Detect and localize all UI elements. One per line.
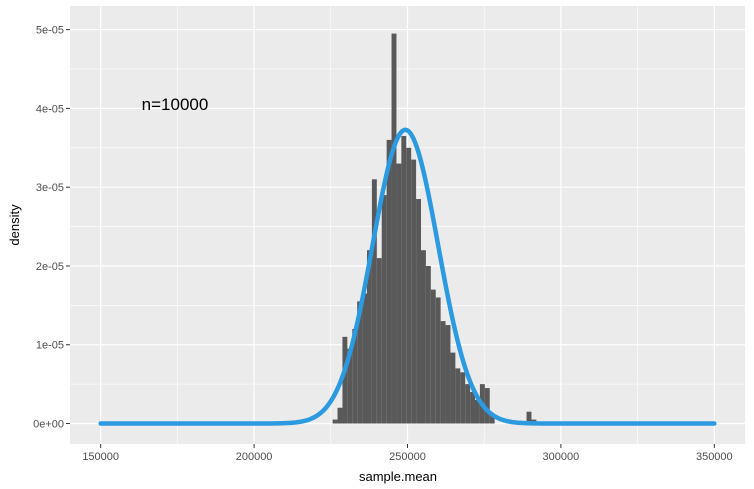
histogram-bar bbox=[401, 135, 407, 424]
histogram-bar bbox=[386, 139, 392, 424]
histogram-bar bbox=[381, 195, 387, 424]
histogram-bar bbox=[484, 388, 490, 424]
histogram-bar bbox=[337, 407, 343, 424]
histogram-bar bbox=[352, 328, 358, 424]
histogram-bar bbox=[435, 297, 441, 424]
histogram-bar bbox=[332, 419, 338, 424]
histogram-bar bbox=[367, 250, 372, 424]
histogram-bar bbox=[489, 415, 495, 424]
y-tick-label: 5e-05 bbox=[36, 25, 64, 37]
histogram-bar bbox=[425, 265, 431, 424]
x-tick-label: 350000 bbox=[696, 451, 733, 463]
histogram-bar bbox=[455, 368, 461, 424]
histogram-bar bbox=[391, 33, 397, 424]
x-axis-title: sample.mean bbox=[359, 469, 437, 484]
y-tick-label: 4e-05 bbox=[36, 103, 64, 115]
normal-density-curve bbox=[98, 127, 717, 426]
histogram-bar bbox=[362, 293, 367, 424]
x-tick-label: 200000 bbox=[236, 451, 273, 463]
y-tick-label: 2e-05 bbox=[36, 261, 64, 273]
histogram-bar bbox=[430, 289, 436, 424]
histogram-bar bbox=[526, 411, 532, 424]
histogram-bar bbox=[342, 336, 348, 424]
histogram-bar bbox=[465, 384, 471, 424]
y-tick-label: 0e+00 bbox=[33, 419, 64, 431]
histogram-bar bbox=[411, 159, 417, 424]
histogram-bar bbox=[357, 301, 363, 424]
histogram-bar bbox=[421, 250, 426, 424]
histogram-bar bbox=[371, 179, 377, 424]
histogram-bar bbox=[450, 352, 456, 424]
x-tick-label: 150000 bbox=[82, 451, 119, 463]
y-axis-title: density bbox=[7, 204, 22, 246]
histogram-bar bbox=[470, 392, 475, 424]
x-axis-ticks: 150000 200000 250000 300000 350000 bbox=[82, 444, 733, 463]
x-tick-label: 300000 bbox=[543, 451, 580, 463]
histogram-bar bbox=[460, 372, 466, 424]
y-tick-label: 3e-05 bbox=[36, 182, 64, 194]
histogram-bar bbox=[416, 199, 421, 424]
histogram-bar bbox=[347, 348, 353, 424]
histogram-bar bbox=[406, 147, 412, 424]
histogram-bar bbox=[445, 325, 451, 424]
sample-size-annotation: n=10000 bbox=[142, 95, 209, 114]
x-tick-label: 250000 bbox=[389, 451, 426, 463]
histogram-bar bbox=[396, 163, 402, 424]
histogram-bars bbox=[332, 33, 537, 424]
y-axis-ticks: 0e+00 1e-05 2e-05 3e-05 4e-05 5e-05 bbox=[33, 25, 70, 431]
y-tick-label: 1e-05 bbox=[36, 340, 64, 352]
histogram-bar bbox=[440, 321, 446, 424]
histogram-bar bbox=[376, 258, 382, 424]
histogram-bar bbox=[475, 399, 480, 424]
